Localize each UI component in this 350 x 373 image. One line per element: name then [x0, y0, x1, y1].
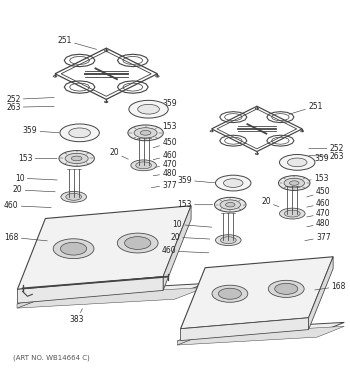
Text: 10: 10 — [173, 220, 212, 229]
Ellipse shape — [60, 124, 99, 142]
Text: 153: 153 — [295, 173, 328, 183]
Ellipse shape — [216, 235, 241, 245]
Polygon shape — [163, 206, 191, 291]
Ellipse shape — [285, 210, 300, 217]
Ellipse shape — [138, 104, 159, 114]
Ellipse shape — [223, 179, 243, 187]
Text: 251: 251 — [57, 36, 97, 49]
Ellipse shape — [218, 288, 242, 299]
Text: 168: 168 — [315, 282, 346, 291]
Ellipse shape — [279, 176, 310, 191]
Polygon shape — [17, 292, 48, 308]
Text: 263: 263 — [6, 103, 54, 112]
Ellipse shape — [128, 125, 163, 141]
Text: 153: 153 — [144, 122, 177, 132]
Text: 168: 168 — [4, 233, 47, 242]
Polygon shape — [18, 206, 191, 289]
Text: 450: 450 — [307, 187, 330, 197]
Ellipse shape — [301, 131, 304, 132]
Ellipse shape — [140, 131, 151, 135]
Ellipse shape — [210, 131, 213, 132]
Text: 252: 252 — [309, 144, 344, 153]
Text: 20: 20 — [13, 185, 55, 194]
Ellipse shape — [156, 76, 159, 77]
Ellipse shape — [225, 203, 235, 207]
Text: 10: 10 — [15, 173, 57, 183]
Polygon shape — [181, 318, 309, 341]
Ellipse shape — [53, 239, 94, 258]
Text: 377: 377 — [305, 233, 330, 242]
Text: 20: 20 — [110, 148, 128, 159]
Ellipse shape — [280, 154, 315, 170]
Text: 383: 383 — [70, 308, 84, 325]
Ellipse shape — [215, 197, 246, 212]
Ellipse shape — [61, 242, 87, 255]
Text: 252: 252 — [6, 95, 54, 104]
Ellipse shape — [255, 108, 258, 109]
Ellipse shape — [287, 158, 307, 167]
Text: 470: 470 — [153, 160, 177, 169]
Ellipse shape — [136, 162, 152, 169]
Text: 377: 377 — [151, 181, 177, 189]
Ellipse shape — [66, 193, 82, 200]
Ellipse shape — [280, 208, 305, 219]
Text: 460: 460 — [153, 151, 177, 160]
Polygon shape — [17, 283, 205, 304]
Text: 359: 359 — [177, 176, 215, 185]
Text: 450: 450 — [153, 138, 177, 148]
Ellipse shape — [212, 285, 248, 302]
Polygon shape — [177, 330, 204, 345]
Ellipse shape — [268, 280, 304, 297]
Polygon shape — [181, 257, 333, 329]
Ellipse shape — [61, 191, 86, 202]
Text: 251: 251 — [289, 102, 322, 114]
Ellipse shape — [104, 50, 108, 51]
Text: 153: 153 — [177, 200, 213, 209]
Ellipse shape — [216, 175, 251, 191]
Ellipse shape — [134, 128, 157, 138]
Ellipse shape — [284, 178, 304, 188]
Ellipse shape — [117, 233, 158, 253]
Ellipse shape — [129, 100, 168, 118]
Ellipse shape — [71, 156, 82, 161]
Text: 359: 359 — [297, 154, 329, 163]
Text: 20: 20 — [170, 233, 210, 242]
Text: 460: 460 — [307, 199, 330, 208]
Text: 460: 460 — [4, 201, 51, 210]
Ellipse shape — [65, 153, 88, 163]
Ellipse shape — [275, 283, 298, 294]
Text: 470: 470 — [307, 209, 330, 218]
Polygon shape — [177, 326, 344, 345]
Ellipse shape — [220, 200, 240, 210]
Ellipse shape — [125, 236, 151, 250]
Text: (ART NO. WB14664 C): (ART NO. WB14664 C) — [13, 354, 90, 361]
Text: 359: 359 — [23, 126, 59, 135]
Ellipse shape — [131, 160, 156, 171]
Ellipse shape — [104, 101, 108, 103]
Ellipse shape — [255, 153, 258, 154]
Polygon shape — [309, 257, 333, 330]
Text: 460: 460 — [161, 247, 209, 256]
Ellipse shape — [59, 151, 94, 166]
Polygon shape — [177, 322, 344, 341]
Ellipse shape — [220, 237, 236, 244]
Text: 20: 20 — [261, 197, 279, 207]
Polygon shape — [17, 288, 205, 308]
Text: 359: 359 — [144, 99, 177, 109]
Text: 480: 480 — [153, 169, 177, 178]
Ellipse shape — [69, 128, 90, 138]
Text: 263: 263 — [309, 152, 344, 161]
Ellipse shape — [289, 181, 299, 185]
Text: 153: 153 — [18, 154, 57, 163]
Ellipse shape — [53, 76, 57, 77]
Text: 480: 480 — [307, 219, 330, 228]
Polygon shape — [18, 277, 163, 303]
